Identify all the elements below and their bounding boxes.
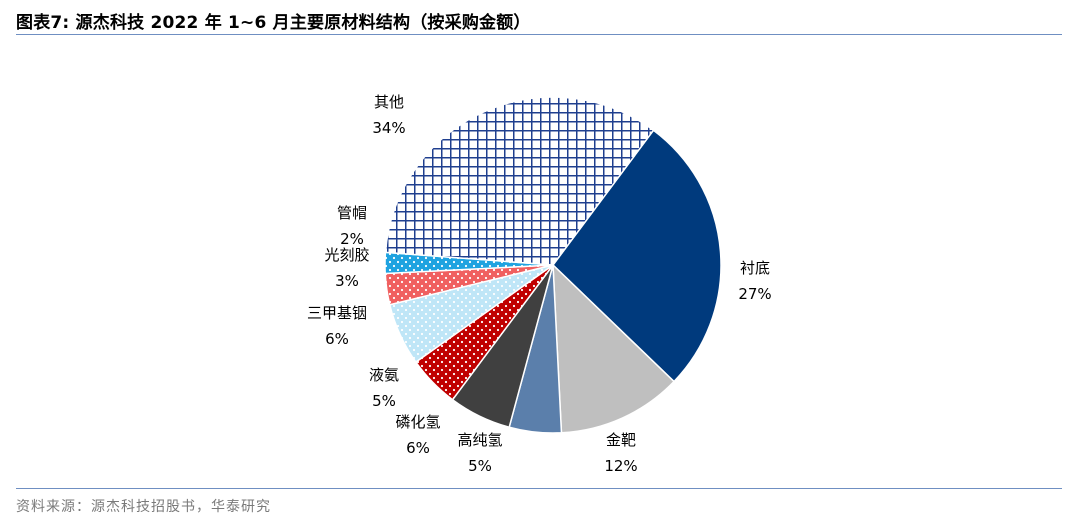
slice-name-label: 其他: [374, 93, 404, 111]
pie-slice-9: [384, 96, 655, 266]
slice-value-label: 5%: [372, 392, 396, 410]
pie-slice-2: [552, 263, 676, 434]
slice-name-label: 液氨: [369, 366, 399, 384]
slice-value-label: 34%: [372, 119, 405, 137]
slice-name-label: 高纯氢: [457, 431, 502, 449]
pie-labels: 衬底 27% 金靶 12% 高纯氢 5% 磷化氢 6% 液氨 5% 三甲基铟 6% 光刻胶 3% 管帽 2% 其…: [307, 93, 772, 475]
slice-name-label: 三甲基铟: [307, 304, 367, 322]
slice-name-label: 光刻胶: [324, 246, 369, 264]
slice-value-label: 27%: [738, 285, 771, 303]
slice-value-label: 2%: [340, 230, 364, 248]
slice-value-label: 6%: [406, 439, 430, 457]
slice-value-label: 12%: [604, 457, 637, 475]
slice-value-label: 5%: [468, 457, 492, 475]
slice-value-label: 3%: [335, 272, 359, 290]
pie-chart: 衬底 27% 金靶 12% 高纯氢 5% 磷化氢 6% 液氨 5% 三甲基铟 6% 光刻胶 3% 管帽 2% 其…: [307, 93, 772, 475]
pie-slices: [384, 96, 722, 434]
slice-value-label: 6%: [325, 330, 349, 348]
slice-name-label: 管帽: [337, 204, 367, 222]
footer-rule: [16, 488, 1062, 489]
slice-name-label: 衬底: [740, 259, 770, 277]
title-rule: [16, 34, 1062, 35]
pie-slice-1: [552, 129, 722, 383]
slice-name-label: 磷化氢: [395, 413, 440, 431]
slice-name-label: 金靶: [606, 431, 636, 449]
figure-title: 图表7: 源杰科技 2022 年 1~6 月主要原材料结构（按采购金额）: [16, 13, 531, 33]
source-note: 资料来源：源杰科技招股书，华泰研究: [16, 499, 271, 515]
